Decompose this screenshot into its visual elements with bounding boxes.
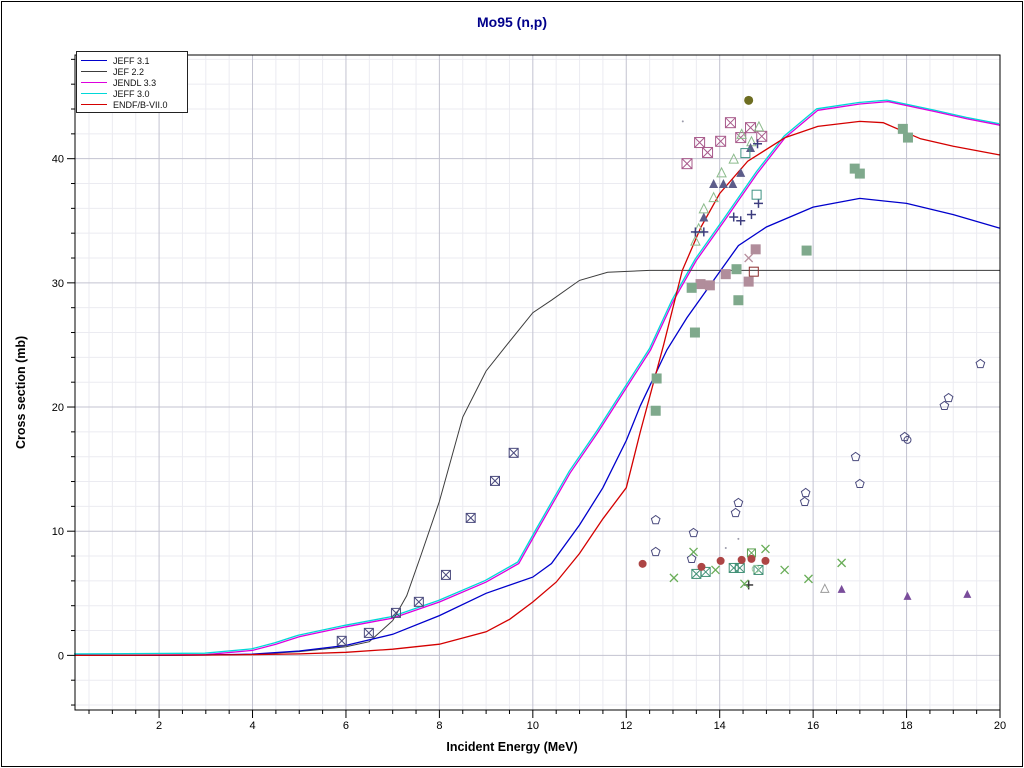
legend-line-sample [81, 93, 107, 94]
curve-jeff-3.1 [75, 197, 1001, 657]
legend-line-sample [81, 104, 107, 105]
chart-title: Mo95 (n,p) [477, 14, 547, 30]
scatter-plus-navy [690, 139, 763, 237]
legend-label: JEFF 3.1 [113, 55, 150, 66]
scatter-triangle-open-green [690, 120, 765, 246]
legend-line-sample [81, 71, 107, 72]
legend-item: JENDL 3.3 [81, 77, 187, 88]
scatter-square-open-darkred [748, 266, 759, 277]
legend-item: JEF 2.2 [81, 66, 187, 77]
grid-minor [75, 55, 1000, 710]
scatter-circle-filled-olive [744, 95, 754, 105]
scatter-square-open-teal [740, 148, 762, 200]
x-tick-label: 12 [620, 720, 632, 732]
y-axis-label: Cross section (mb) [14, 335, 28, 449]
legend-item: JEFF 3.0 [81, 88, 187, 99]
curve-jeff-3.0 [73, 99, 1000, 655]
scatter-squareX-plum [681, 117, 768, 170]
x-tick-label: 20 [994, 720, 1006, 732]
curve-jendl-3.3 [74, 100, 1001, 657]
scatter-circle-open-palegreen [751, 564, 760, 573]
y-tick-label: 20 [52, 402, 64, 414]
y-tick-label: 10 [52, 526, 64, 538]
scatter-circle-filled-brick [638, 554, 770, 571]
legend-item: JEFF 3.1 [81, 55, 187, 66]
scatter-squareX-navy [336, 447, 519, 646]
scatter-tiny-dots [681, 120, 740, 549]
legend-label: JENDL 3.3 [113, 77, 157, 88]
scatter-triangle-filled-slate [699, 143, 756, 222]
curve-endf-b-vii.0 [74, 120, 1001, 657]
scatter-square-filled-mauve [695, 244, 761, 291]
legend-label: JEF 2.2 [113, 66, 145, 77]
scatter-x-green [669, 544, 847, 589]
scatter-triangle-open-gray [820, 583, 830, 593]
y-tick-label: 30 [52, 278, 64, 290]
scatter-squareX-teal [691, 562, 764, 579]
y-tick-label: 0 [58, 650, 64, 662]
x-tick-label: 10 [527, 720, 539, 732]
legend-label: JEFF 3.0 [113, 88, 150, 99]
x-tick-label: 4 [249, 720, 255, 732]
scatter-x-mauve [744, 253, 754, 263]
x-tick-label: 2 [156, 720, 162, 732]
scatter-pentagon-open-navy [650, 358, 986, 563]
x-tick-label: 8 [436, 720, 442, 732]
y-tick-label: 40 [52, 154, 64, 166]
x-axis-label: Incident Energy (MeV) [446, 740, 578, 754]
legend-label: ENDF/B-VII.0 [113, 99, 168, 110]
legend: JEFF 3.1 JEF 2.2 JENDL 3.3 JEFF 3.0 ENDF/B-V… [76, 51, 188, 113]
scatter-circle-open-navy [903, 435, 912, 444]
axes: 2 4 6 8 10 12 14 16 18 20 0 10 20 30 40 [52, 54, 1006, 732]
x-tick-label: 16 [807, 720, 819, 732]
scatter-triangle-filled-purple [837, 584, 972, 600]
scatter-points [336, 95, 986, 646]
legend-line-sample [81, 82, 107, 83]
scatter-square-filled-seagreen [650, 123, 913, 416]
legend-line-sample [81, 60, 107, 61]
x-tick-label: 6 [343, 720, 349, 732]
x-tick-label: 14 [714, 720, 726, 732]
curves [73, 99, 1001, 657]
x-tick-label: 18 [900, 720, 912, 732]
legend-item: ENDF/B-VII.0 [81, 99, 187, 110]
